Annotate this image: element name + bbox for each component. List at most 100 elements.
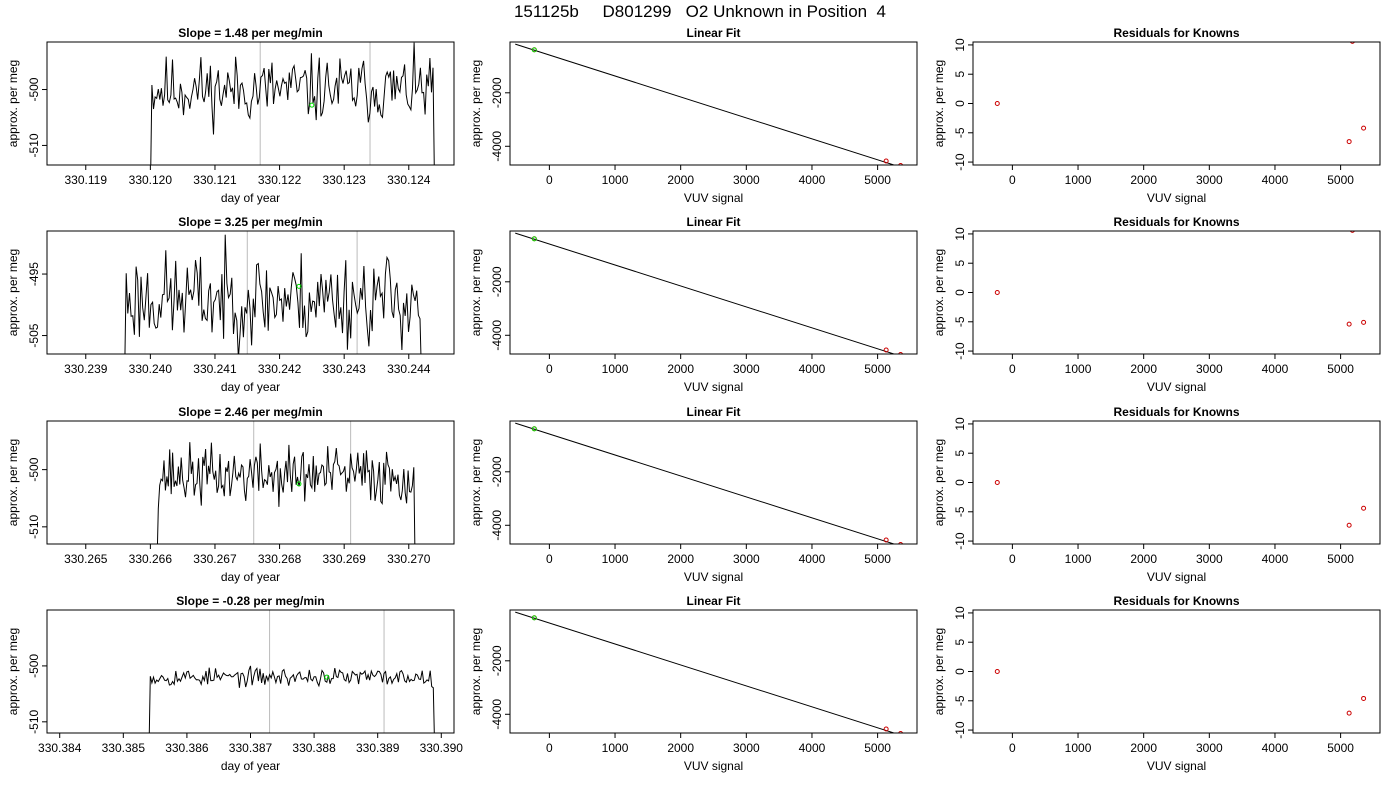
x-axis-label: day of year bbox=[221, 759, 280, 773]
plot-frame bbox=[509, 420, 918, 545]
x-tick-label: 330.389 bbox=[356, 741, 400, 755]
x-tick-label: 330.244 bbox=[387, 362, 431, 376]
plot-frame bbox=[46, 230, 455, 355]
chart-title: Linear Fit bbox=[686, 26, 740, 40]
x-tick-label: 3000 bbox=[733, 552, 760, 566]
x-axis-label: day of year bbox=[221, 380, 280, 394]
data-point bbox=[1346, 522, 1352, 528]
y-tick-label: 10 bbox=[953, 606, 967, 620]
x-tick-label: 5000 bbox=[1327, 741, 1354, 755]
chart-title: Slope = 3.25 per meg/min bbox=[178, 215, 322, 229]
data-point bbox=[883, 158, 889, 164]
plot-area bbox=[148, 610, 435, 733]
plot-frame bbox=[509, 609, 918, 734]
data-point bbox=[1346, 710, 1352, 716]
y-tick-label: 5 bbox=[953, 260, 967, 267]
x-tick-label: 5000 bbox=[864, 173, 891, 187]
data-point bbox=[1349, 231, 1355, 233]
plot-area bbox=[124, 231, 422, 354]
plot-frame bbox=[46, 609, 455, 734]
x-tick-label: 330.265 bbox=[64, 552, 108, 566]
x-tick-label: 5000 bbox=[1327, 173, 1354, 187]
x-tick-label: 1000 bbox=[1065, 173, 1092, 187]
x-tick-label: 330.390 bbox=[420, 741, 464, 755]
fit-line bbox=[515, 611, 896, 733]
chart-panel-5: Residuals for Knowns 0 1000 2000 3000 4000 500… bbox=[932, 215, 1381, 394]
x-tick-label: 330.123 bbox=[322, 173, 366, 187]
x-tick-label: 330.119 bbox=[65, 173, 108, 187]
y-tick-label: 0 bbox=[953, 668, 967, 675]
chart-title: Residuals for Knowns bbox=[1113, 215, 1239, 229]
x-tick-label: 4000 bbox=[799, 173, 826, 187]
x-tick-label: 1000 bbox=[602, 362, 629, 376]
plot-area bbox=[150, 42, 435, 165]
x-tick-label: 1000 bbox=[1065, 552, 1092, 566]
x-tick-label: 5000 bbox=[1327, 362, 1354, 376]
x-tick-label: 0 bbox=[1009, 741, 1016, 755]
x-tick-label: 0 bbox=[546, 173, 553, 187]
x-tick-label: 330.386 bbox=[165, 741, 209, 755]
x-tick-label: 330.122 bbox=[258, 173, 302, 187]
y-tick-label: -510 bbox=[27, 515, 41, 539]
y-tick-label: 10 bbox=[953, 417, 967, 431]
x-tick-label: 3000 bbox=[1196, 552, 1223, 566]
y-tick-label: -5 bbox=[953, 316, 967, 327]
plot-frame bbox=[46, 420, 455, 545]
y-tick-label: -500 bbox=[27, 77, 41, 101]
y-tick-label: -495 bbox=[27, 262, 41, 286]
y-tick-label: -2000 bbox=[490, 266, 504, 297]
y-tick-label: 10 bbox=[953, 227, 967, 241]
unknown-marker bbox=[296, 283, 302, 289]
y-tick-label: 5 bbox=[953, 450, 967, 457]
data-point bbox=[1361, 695, 1367, 701]
plot-area bbox=[994, 480, 1367, 528]
x-tick-label: 4000 bbox=[1262, 173, 1289, 187]
data-point bbox=[898, 731, 904, 733]
data-point bbox=[1361, 125, 1367, 131]
chart-panel-2: Residuals for Knowns 0 1000 2000 3000 4000 500… bbox=[932, 26, 1381, 205]
chart-title: Residuals for Knowns bbox=[1113, 594, 1239, 608]
x-tick-label: 5000 bbox=[864, 362, 891, 376]
data-point bbox=[898, 542, 904, 544]
y-tick-label: -510 bbox=[27, 133, 41, 157]
chart-panel-1: Linear Fit 0 1000 2000 3000 4000 5000 -4000 -200… bbox=[469, 26, 918, 205]
x-tick-label: 2000 bbox=[1130, 173, 1157, 187]
y-tick-label: -5 bbox=[953, 127, 967, 138]
x-tick-label: 330.242 bbox=[258, 362, 302, 376]
plot-area bbox=[515, 422, 904, 544]
page-title: 151125b D801299 O2 Unknown in Position 4 bbox=[513, 2, 887, 21]
y-tick-label: -4000 bbox=[490, 510, 504, 541]
x-tick-label: 3000 bbox=[1196, 362, 1223, 376]
x-tick-label: 330.387 bbox=[229, 741, 273, 755]
x-axis-label: VUV signal bbox=[1147, 380, 1206, 394]
data-point bbox=[898, 163, 904, 165]
x-tick-label: 4000 bbox=[1262, 552, 1289, 566]
x-tick-label: 5000 bbox=[864, 741, 891, 755]
chart-panel-11: Residuals for Knowns 0 1000 2000 3000 4000 500… bbox=[932, 594, 1381, 773]
series-line bbox=[150, 42, 435, 165]
plot-frame bbox=[972, 41, 1381, 166]
unknown-marker bbox=[309, 102, 315, 108]
y-axis-label: approx. per meg bbox=[932, 439, 946, 526]
x-tick-label: 3000 bbox=[1196, 173, 1223, 187]
x-tick-label: 1000 bbox=[1065, 362, 1092, 376]
x-tick-label: 330.239 bbox=[64, 362, 108, 376]
data-point bbox=[531, 615, 537, 621]
series-line bbox=[124, 234, 422, 354]
data-point bbox=[994, 290, 1000, 295]
y-axis-label: approx. per meg bbox=[932, 628, 946, 715]
fit-line bbox=[515, 232, 896, 354]
unknown-marker bbox=[296, 481, 302, 487]
x-tick-label: 5000 bbox=[864, 552, 891, 566]
chart-panel-0: Slope = 1.48 per meg/min 330.119 330.120 33… bbox=[6, 26, 455, 205]
data-point bbox=[883, 537, 889, 543]
y-tick-label: 10 bbox=[953, 38, 967, 52]
y-tick-label: -4000 bbox=[490, 131, 504, 162]
y-tick-label: -500 bbox=[27, 654, 41, 678]
y-tick-label: -4000 bbox=[490, 699, 504, 730]
chart-title: Residuals for Knowns bbox=[1113, 405, 1239, 419]
x-axis-label: VUV signal bbox=[684, 759, 743, 773]
plot-area bbox=[994, 669, 1367, 716]
chart-title: Slope = 2.46 per meg/min bbox=[178, 405, 322, 419]
data-point bbox=[531, 47, 537, 53]
